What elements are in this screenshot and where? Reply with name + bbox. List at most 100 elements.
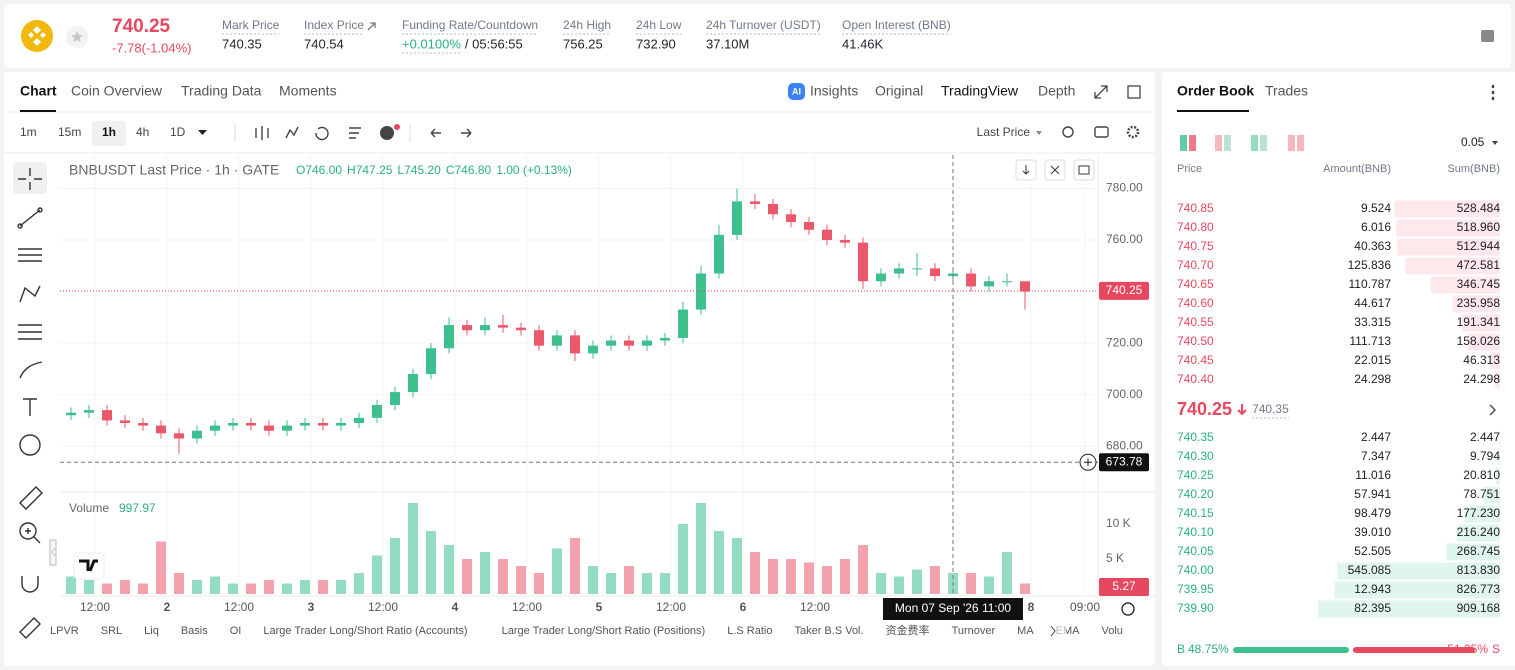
depth-bar bbox=[1396, 219, 1500, 237]
candle-body bbox=[426, 348, 436, 375]
ob-price[interactable]: 740.80 bbox=[1177, 220, 1214, 234]
indicator[interactable]: Large Trader Long/Short Ratio (Positions… bbox=[502, 625, 706, 637]
indicator[interactable]: SRL bbox=[101, 625, 122, 637]
collapse-tab[interactable] bbox=[49, 539, 57, 566]
ob-price[interactable]: 740.20 bbox=[1177, 487, 1214, 501]
interval[interactable]: 15m bbox=[58, 125, 81, 139]
view-tab[interactable]: TradingView bbox=[941, 83, 1019, 99]
candle-body bbox=[786, 214, 796, 222]
indicator[interactable]: Taker B.S Vol. bbox=[794, 625, 863, 637]
ob-price[interactable]: 740.05 bbox=[1177, 544, 1214, 558]
interval[interactable]: 4h bbox=[136, 125, 149, 139]
settings-icon[interactable] bbox=[1126, 125, 1140, 139]
ob-sum: 78.751 bbox=[1463, 487, 1500, 501]
ob-view-a[interactable] bbox=[1180, 135, 1187, 151]
ob-price[interactable]: 740.40 bbox=[1177, 372, 1214, 386]
toolbar-icons[interactable] bbox=[255, 126, 472, 141]
ob-price[interactable]: 740.75 bbox=[1177, 239, 1214, 253]
interval-selected bbox=[92, 121, 126, 146]
ob-price[interactable]: 740.85 bbox=[1177, 201, 1214, 215]
chart-tab[interactable]: Trading Data bbox=[181, 83, 262, 99]
ob-price[interactable]: 740.25 bbox=[1177, 468, 1214, 482]
ohlc-value: H747.25 bbox=[347, 163, 393, 177]
ob-price[interactable]: 739.95 bbox=[1177, 582, 1214, 596]
window-icon[interactable] bbox=[1127, 85, 1141, 99]
view-tab[interactable]: Original bbox=[875, 83, 923, 99]
chart-tab[interactable]: Chart bbox=[20, 83, 57, 99]
ob-price[interactable]: 740.30 bbox=[1177, 449, 1214, 463]
indicator[interactable]: Large Trader Long/Short Ratio (Accounts) bbox=[263, 625, 467, 637]
ob-price[interactable]: 740.35 bbox=[1177, 430, 1214, 444]
interval[interactable]: 1D bbox=[170, 125, 186, 139]
ob-amount: 9.524 bbox=[1361, 201, 1391, 215]
ob-view-a[interactable] bbox=[1251, 135, 1258, 151]
indicator[interactable]: Volu bbox=[1102, 625, 1123, 637]
candle-body bbox=[246, 423, 256, 426]
ob-chevron[interactable] bbox=[1489, 404, 1496, 416]
stat-label: 24h Low bbox=[636, 18, 682, 32]
interval[interactable]: 1m bbox=[20, 125, 37, 139]
ob-sum: 24.298 bbox=[1463, 372, 1500, 386]
y-tick-label: 780.00 bbox=[1106, 181, 1143, 195]
ob-step[interactable]: 0.05 bbox=[1461, 135, 1485, 149]
ob-step-caret bbox=[1492, 141, 1498, 145]
price-source[interactable]: Last Price bbox=[977, 125, 1031, 139]
candle-body bbox=[282, 425, 292, 431]
search-icon[interactable] bbox=[1062, 126, 1074, 138]
stat-label: 24h Turnover (USDT) bbox=[706, 18, 821, 32]
indicator[interactable]: 资金费率 bbox=[886, 623, 930, 637]
chart-button[interactable] bbox=[1073, 159, 1095, 181]
ob-price[interactable]: 740.70 bbox=[1177, 258, 1214, 272]
ob-price[interactable]: 740.65 bbox=[1177, 277, 1214, 291]
indicator[interactable]: OI bbox=[230, 625, 242, 637]
volume-bar bbox=[66, 576, 76, 594]
indicator[interactable]: Turnover bbox=[952, 625, 996, 637]
interval[interactable]: 1h bbox=[102, 125, 116, 139]
ob-header: Amount(BNB) bbox=[1323, 163, 1391, 175]
ob-amount: 6.016 bbox=[1361, 220, 1391, 234]
ob-view-a[interactable] bbox=[1215, 135, 1222, 151]
chart-legend: BNBUSDT Last Price · 1h · GATE bbox=[69, 162, 279, 178]
ob-price[interactable]: 739.90 bbox=[1177, 601, 1214, 615]
candle-body bbox=[318, 423, 328, 426]
star-icon bbox=[71, 31, 83, 43]
ob-sum: 518.960 bbox=[1457, 220, 1501, 234]
ob-price[interactable]: 740.10 bbox=[1177, 525, 1214, 539]
header-icon[interactable] bbox=[1481, 30, 1494, 42]
chart-tab[interactable]: Moments bbox=[279, 83, 337, 99]
ob-price[interactable]: 740.60 bbox=[1177, 296, 1214, 310]
volume-bar bbox=[462, 559, 472, 594]
ob-tab[interactable]: Order Book bbox=[1177, 83, 1254, 99]
indicator[interactable]: Liq bbox=[144, 625, 159, 637]
expand-icon[interactable] bbox=[1094, 85, 1108, 99]
ob-price[interactable]: 740.50 bbox=[1177, 334, 1214, 348]
ob-price[interactable]: 740.15 bbox=[1177, 506, 1214, 520]
ob-view-a[interactable] bbox=[1288, 135, 1295, 151]
crosshair-x-tag bbox=[883, 598, 1023, 620]
indicator-next[interactable] bbox=[1050, 625, 1056, 637]
ob-header: Price bbox=[1177, 163, 1202, 175]
ob-price[interactable]: 740.00 bbox=[1177, 563, 1214, 577]
tool-selected[interactable] bbox=[13, 162, 47, 194]
add-indicator[interactable] bbox=[380, 126, 394, 140]
tab-underline bbox=[20, 110, 56, 112]
view-tab[interactable]: Depth bbox=[1038, 83, 1075, 99]
candle-body bbox=[264, 425, 274, 431]
ob-price[interactable]: 740.45 bbox=[1177, 353, 1214, 367]
chart-settings[interactable] bbox=[1121, 602, 1135, 616]
stat-value: 740.54 bbox=[304, 36, 344, 51]
depth-bar bbox=[1498, 448, 1500, 466]
indicator[interactable]: MA bbox=[1017, 625, 1034, 637]
view-tab[interactable]: Insights bbox=[810, 83, 858, 99]
indicator[interactable]: L.S Ratio bbox=[727, 625, 772, 637]
ob-tab[interactable]: Trades bbox=[1265, 83, 1308, 99]
ob-price[interactable]: 740.55 bbox=[1177, 315, 1214, 329]
camera-icon[interactable] bbox=[1094, 126, 1109, 138]
stat-value: 740.35 bbox=[222, 36, 262, 51]
depth-bar bbox=[1397, 238, 1500, 256]
indicator[interactable]: LPVR bbox=[50, 625, 79, 637]
indicator[interactable]: Basis bbox=[181, 625, 208, 637]
x-tick-label: 3 bbox=[308, 600, 315, 614]
chart-tab[interactable]: Coin Overview bbox=[71, 83, 163, 99]
volume-bar bbox=[840, 559, 850, 594]
